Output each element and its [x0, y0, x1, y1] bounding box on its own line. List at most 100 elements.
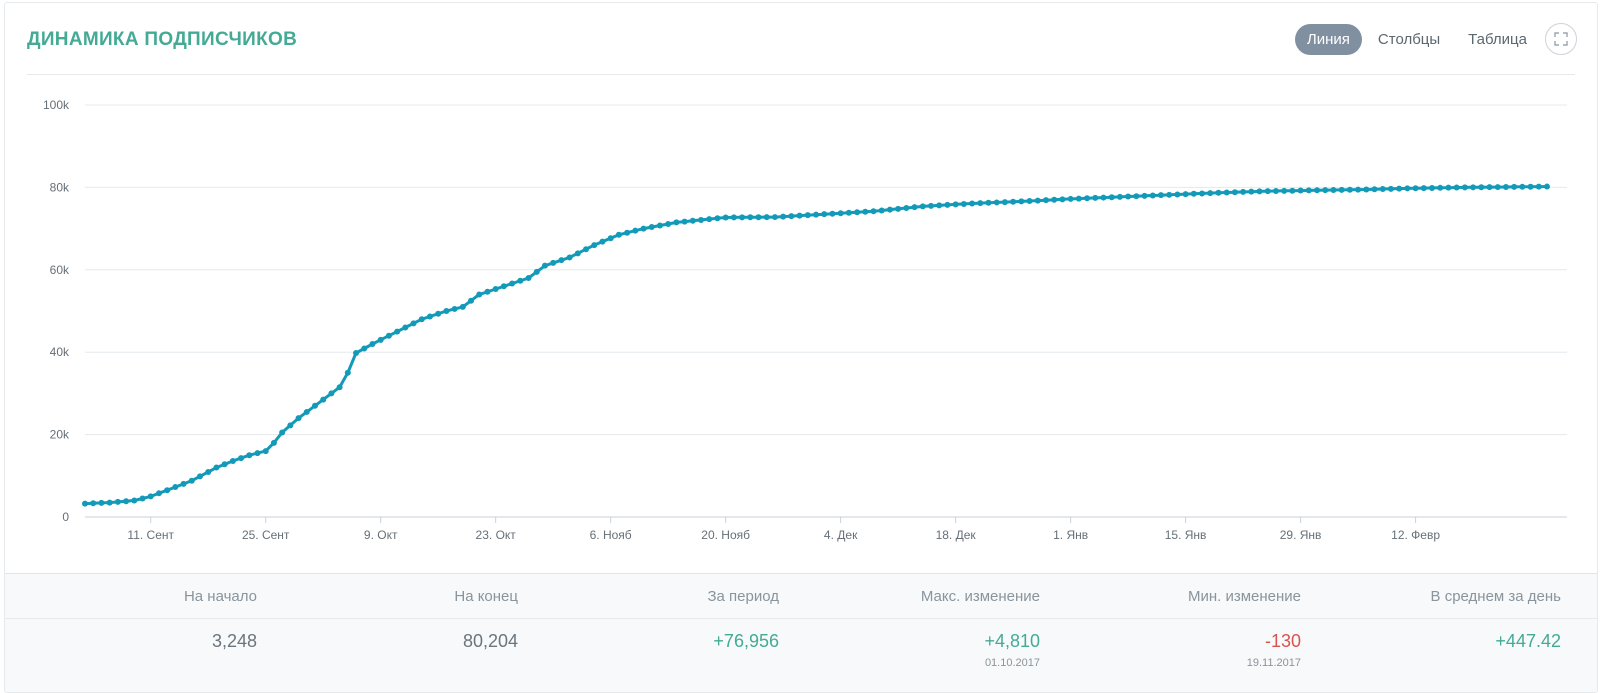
- data-point[interactable]: [196, 473, 203, 480]
- data-point[interactable]: [229, 457, 236, 464]
- data-point[interactable]: [1478, 184, 1485, 191]
- data-point[interactable]: [837, 210, 844, 217]
- data-point[interactable]: [1330, 187, 1337, 194]
- data-point[interactable]: [624, 229, 631, 236]
- data-point[interactable]: [1108, 194, 1115, 201]
- data-point[interactable]: [1223, 189, 1230, 196]
- data-point[interactable]: [550, 259, 557, 266]
- data-point[interactable]: [1346, 186, 1353, 193]
- data-point[interactable]: [804, 212, 811, 219]
- data-point[interactable]: [1034, 197, 1041, 204]
- data-point[interactable]: [1486, 184, 1493, 191]
- data-point[interactable]: [640, 225, 647, 232]
- data-point[interactable]: [821, 211, 828, 218]
- data-point[interactable]: [1420, 185, 1427, 192]
- data-point[interactable]: [1371, 186, 1378, 193]
- data-point[interactable]: [205, 468, 212, 475]
- data-point[interactable]: [476, 291, 483, 298]
- data-point[interactable]: [82, 500, 88, 507]
- data-point[interactable]: [238, 455, 245, 462]
- data-point[interactable]: [1412, 185, 1419, 192]
- tab-columns[interactable]: Столбцы: [1377, 30, 1441, 48]
- data-point[interactable]: [1116, 193, 1123, 200]
- data-point[interactable]: [1461, 184, 1468, 191]
- data-point[interactable]: [1141, 192, 1148, 199]
- data-point[interactable]: [583, 246, 590, 253]
- data-point[interactable]: [139, 495, 146, 502]
- data-point[interactable]: [484, 288, 491, 295]
- data-point[interactable]: [1182, 191, 1189, 198]
- data-point[interactable]: [533, 268, 540, 275]
- data-point[interactable]: [1527, 183, 1534, 190]
- data-point[interactable]: [886, 206, 893, 213]
- data-point[interactable]: [1404, 185, 1411, 192]
- data-point[interactable]: [336, 384, 343, 391]
- data-point[interactable]: [1272, 187, 1279, 194]
- data-point[interactable]: [558, 257, 565, 264]
- data-point[interactable]: [1248, 188, 1255, 195]
- data-point[interactable]: [164, 487, 171, 494]
- data-point[interactable]: [1429, 184, 1436, 191]
- data-point[interactable]: [402, 324, 409, 331]
- data-point[interactable]: [1445, 184, 1452, 191]
- data-point[interactable]: [1133, 193, 1140, 200]
- tab-table[interactable]: Таблица: [1468, 30, 1527, 48]
- data-point[interactable]: [1297, 187, 1304, 194]
- data-point[interactable]: [788, 213, 795, 220]
- data-point[interactable]: [952, 201, 959, 208]
- data-point[interactable]: [525, 275, 532, 282]
- data-point[interactable]: [246, 452, 253, 459]
- data-point[interactable]: [270, 439, 277, 446]
- data-point[interactable]: [698, 216, 705, 223]
- data-point[interactable]: [459, 303, 466, 310]
- data-point[interactable]: [574, 250, 581, 257]
- data-point[interactable]: [394, 328, 401, 335]
- data-point[interactable]: [903, 205, 910, 211]
- data-point[interactable]: [829, 210, 836, 217]
- data-point[interactable]: [1215, 189, 1222, 196]
- data-point[interactable]: [426, 313, 433, 320]
- data-point[interactable]: [1355, 186, 1362, 193]
- data-point[interactable]: [188, 477, 195, 484]
- data-point[interactable]: [615, 231, 622, 238]
- data-point[interactable]: [689, 217, 696, 224]
- data-point[interactable]: [648, 224, 655, 231]
- data-point[interactable]: [1511, 183, 1518, 190]
- data-point[interactable]: [1256, 188, 1263, 195]
- data-point[interactable]: [911, 204, 918, 211]
- tab-line[interactable]: Линия: [1294, 23, 1362, 55]
- data-point[interactable]: [739, 214, 746, 221]
- data-point[interactable]: [418, 316, 425, 323]
- data-point[interactable]: [1289, 187, 1296, 194]
- data-point[interactable]: [1502, 183, 1509, 190]
- data-point[interactable]: [254, 450, 261, 457]
- data-point[interactable]: [1059, 196, 1066, 203]
- data-point[interactable]: [361, 345, 368, 352]
- data-point[interactable]: [969, 200, 976, 207]
- data-point[interactable]: [443, 308, 450, 314]
- data-point[interactable]: [123, 498, 130, 505]
- data-point[interactable]: [722, 214, 729, 221]
- data-point[interactable]: [172, 484, 179, 491]
- data-point[interactable]: [681, 218, 688, 225]
- data-point[interactable]: [870, 208, 877, 215]
- data-point[interactable]: [213, 464, 220, 471]
- data-point[interactable]: [320, 396, 327, 403]
- data-point[interactable]: [311, 402, 318, 409]
- data-point[interactable]: [599, 238, 606, 245]
- data-point[interactable]: [878, 207, 885, 214]
- data-point[interactable]: [1314, 187, 1321, 194]
- data-point[interactable]: [1494, 184, 1501, 191]
- data-point[interactable]: [517, 277, 524, 284]
- data-point[interactable]: [328, 390, 335, 397]
- data-point[interactable]: [566, 254, 573, 261]
- data-point[interactable]: [1199, 190, 1206, 197]
- data-point[interactable]: [591, 242, 598, 249]
- data-point[interactable]: [632, 227, 639, 234]
- data-point[interactable]: [960, 200, 967, 207]
- data-point[interactable]: [813, 211, 819, 218]
- data-point[interactable]: [1042, 197, 1049, 204]
- data-point[interactable]: [1157, 192, 1164, 199]
- data-point[interactable]: [155, 490, 162, 497]
- data-point[interactable]: [541, 262, 548, 269]
